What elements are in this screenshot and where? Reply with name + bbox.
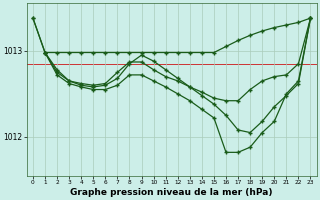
X-axis label: Graphe pression niveau de la mer (hPa): Graphe pression niveau de la mer (hPa) [70, 188, 273, 197]
